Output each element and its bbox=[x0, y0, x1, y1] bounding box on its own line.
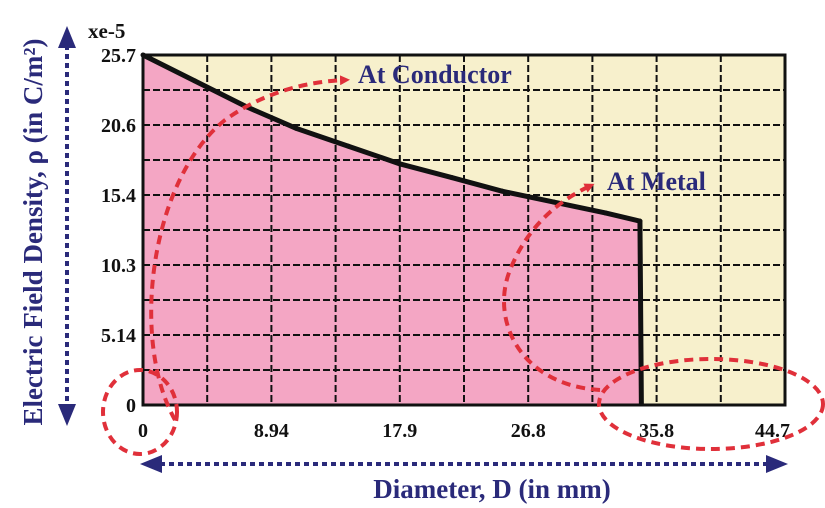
y-tick-label: 25.7 bbox=[101, 45, 136, 67]
tick-labels: 0 8.94 17.9 26.8 35.8 44.7 0 5.14 10.3 15.4 20.6 25… bbox=[101, 45, 790, 442]
area-fill bbox=[143, 55, 642, 405]
data-point bbox=[294, 126, 300, 132]
plot-frame bbox=[141, 53, 787, 407]
x-axis-title: Diameter, D (in mm) bbox=[373, 474, 610, 504]
data-point bbox=[192, 78, 198, 84]
y-tick-label: 0 bbox=[126, 395, 136, 417]
y-tick-label: 5.14 bbox=[101, 325, 136, 347]
x-axis-arrow-head-left bbox=[140, 455, 162, 473]
data-point bbox=[397, 161, 403, 167]
series-line bbox=[141, 52, 644, 406]
x-tick-label: 26.8 bbox=[511, 420, 546, 442]
x-tick-label: 8.94 bbox=[254, 420, 289, 442]
annotations: At Conductor At Metal bbox=[101, 60, 825, 456]
y-tick-label: 10.3 bbox=[101, 255, 136, 277]
highlight-metal-ellipse bbox=[597, 357, 825, 451]
y-axis-arrow-head-down bbox=[58, 404, 76, 426]
plot-area bbox=[140, 52, 787, 407]
metal-loop bbox=[502, 183, 601, 392]
y-axis-title: Electric Field Density, ρ (in C/m²) bbox=[18, 39, 48, 426]
data-point bbox=[499, 188, 505, 194]
highlight-origin-ellipse bbox=[101, 368, 179, 456]
data-point bbox=[551, 199, 557, 205]
data-point bbox=[345, 143, 351, 149]
data-point bbox=[637, 218, 643, 224]
axis-arrows bbox=[58, 26, 788, 473]
y-axis-arrow-head-up bbox=[58, 26, 76, 48]
grid bbox=[143, 55, 785, 405]
y-scale-label: xe-5 bbox=[88, 19, 125, 43]
x-tick-label: 0 bbox=[138, 420, 148, 442]
x-tick-label: 44.7 bbox=[755, 420, 790, 442]
data-point bbox=[602, 210, 608, 216]
annotation-at-metal: At Metal bbox=[607, 167, 706, 196]
y-tick-label: 20.6 bbox=[101, 115, 136, 137]
x-tick-label: 35.8 bbox=[639, 420, 674, 442]
x-tick-label: 17.9 bbox=[382, 420, 417, 442]
data-point bbox=[449, 175, 455, 181]
y-tick-label: 15.4 bbox=[101, 185, 136, 207]
conductor-loop bbox=[149, 75, 350, 421]
annotation-at-conductor: At Conductor bbox=[358, 60, 512, 89]
x-axis-arrow-head-right bbox=[766, 455, 788, 473]
